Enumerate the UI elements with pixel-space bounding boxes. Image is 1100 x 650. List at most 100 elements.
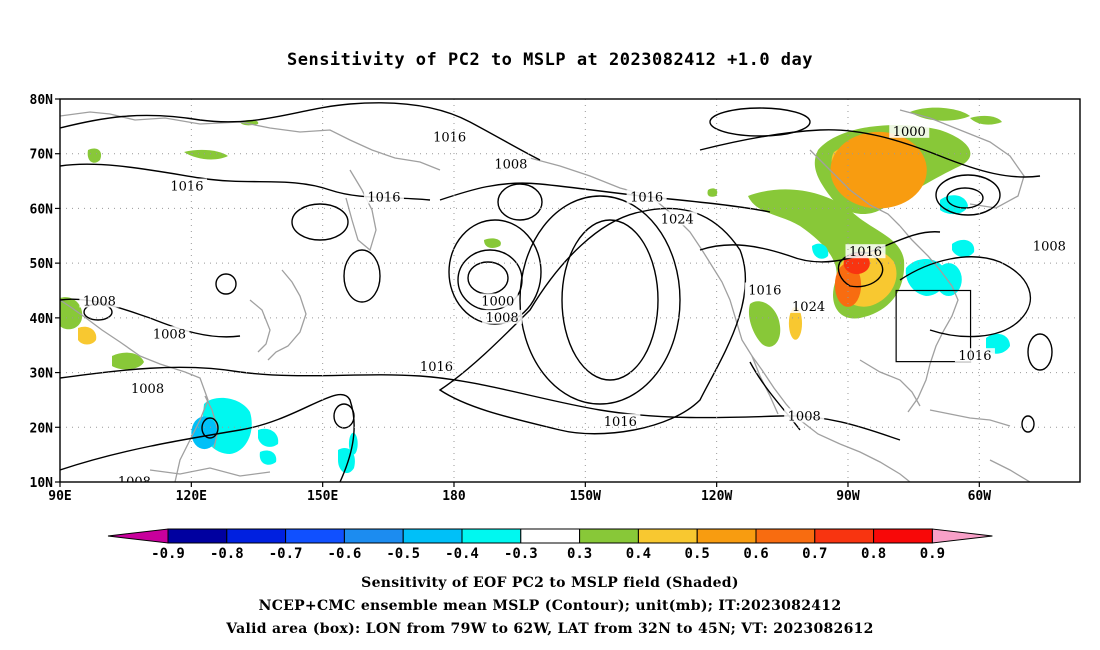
colorbar-swatch (461, 528, 522, 544)
lat-tick-label: 40N (30, 312, 54, 327)
sensitivity-region-7 (788, 306, 803, 340)
colorbar-swatch (696, 528, 757, 544)
mslp-contour-layer (60, 102, 1053, 482)
contour-label: 1016 (626, 189, 667, 205)
sensitivity-shade-24 (812, 243, 829, 259)
sensitivity-shade-11 (910, 107, 970, 121)
mslp-low-labrador-inner (946, 187, 984, 209)
sensitivity-shade-22 (259, 450, 277, 465)
contour-label: 1024 (788, 298, 829, 315)
contour-label-text: 1008 (494, 158, 527, 173)
lat-tick-label: 70N (30, 148, 54, 163)
contour-label: 1008 (482, 309, 523, 326)
longitude-tick-labels: 90E 120E 150E 180 150W 120W 90W 60W (48, 482, 991, 504)
contour-label-text: 1016 (958, 349, 991, 364)
caption-line-1: Sensitivity of EOF PC2 to MSLP field (Sh… (361, 575, 739, 591)
contour-label-text: 1016 (170, 180, 203, 195)
contour-label: 1016 (166, 178, 207, 195)
coastline-caribbean (929, 409, 1011, 427)
colorbar-label: 0.5 (685, 546, 710, 562)
sensitivity-region-4 (935, 263, 962, 296)
sensitivity-shade-21 (258, 428, 279, 447)
mslp-low-west-pacific (333, 403, 355, 429)
mslp-contour-aleutian (439, 182, 771, 213)
mslp-low-japan (215, 273, 237, 295)
colorbar-swatch (637, 528, 698, 544)
contour-label: 1008 (149, 326, 190, 342)
lat-tick-label: 30N (30, 367, 54, 382)
colorbar-label: 0.7 (802, 546, 827, 562)
contour-label-text: 1008 (118, 475, 151, 490)
colorbar-swatch (167, 528, 228, 544)
mslp-high-pacific-inner (561, 219, 659, 381)
lon-tick-label: 90W (836, 489, 860, 504)
mslp-contour-canada (699, 129, 1041, 178)
contour-label: 1008 (490, 156, 531, 173)
contour-label: 1024 (657, 211, 698, 227)
sensitivity-shading-layer (60, 107, 1010, 474)
mslp-contour-mexico (749, 361, 801, 431)
contour-label: 1016 (363, 189, 404, 205)
contour-label: 1000 (889, 123, 930, 140)
mslp-contour-pacific-high-outer (438, 207, 747, 435)
map-title: Sensitivity of PC2 to MSLP at 2023082412… (286, 50, 813, 70)
sensitivity-shade-17 (940, 195, 968, 215)
mslp-contour-north-pacific (60, 102, 541, 161)
contour-label: 1016 (429, 129, 470, 145)
contour-label-text: 1024 (661, 212, 694, 227)
contour-label-text: 1016 (849, 245, 882, 260)
colorbar-swatch (285, 528, 345, 544)
colorbar-label: 0.8 (861, 546, 886, 562)
contour-label: 1016 (845, 244, 886, 260)
mslp-low-okhotsk (291, 203, 349, 241)
coastline-gulf (859, 359, 921, 407)
contour-label-text: 1008 (788, 409, 821, 424)
colorbar-swatch (579, 528, 639, 544)
contour-label: 1016 (744, 282, 785, 299)
colorbar-label: -0.8 (210, 546, 244, 562)
coastline-layer (60, 109, 1031, 482)
coastline-alaska (499, 157, 703, 251)
colorbar-label: 0.9 (920, 546, 945, 562)
graticule-layer (60, 99, 1080, 482)
lat-tick-label: 20N (30, 421, 54, 436)
colorbar-label: -0.4 (445, 546, 479, 562)
contour-label-text: 1016 (433, 130, 466, 145)
coastline-japan (267, 269, 307, 361)
sensitivity-shade-14 (707, 188, 718, 197)
lon-tick-label: 150E (307, 489, 338, 504)
caption-line-2: NCEP+CMC ensemble mean MSLP (Contour); u… (258, 598, 842, 614)
coastline-central-america (839, 443, 911, 482)
map-frame (59, 98, 1081, 483)
contour-label: 1016 (954, 348, 995, 364)
mslp-high-pacific-mid (519, 195, 681, 405)
colorbar-swatch (343, 528, 404, 544)
colorbar-swatch (873, 528, 933, 544)
mslp-low-aleutian-inner (467, 261, 509, 295)
contour-label-text: 1024 (792, 300, 825, 315)
contour-label: 1008 (79, 293, 120, 309)
sensitivity-shade-10 (184, 149, 228, 160)
colorbar-high-triangle (931, 528, 993, 544)
mslp-low-labrador-outer (935, 174, 1001, 216)
contour-label-text: 1016 (420, 360, 453, 375)
sensitivity-shade-9 (87, 148, 102, 163)
colorbar-label: -0.6 (328, 546, 362, 562)
contour-label: 1016 (416, 359, 457, 375)
caption-line-3: Valid area (box): LON from 79W to 62W, L… (226, 621, 874, 637)
colorbar-swatch (402, 528, 463, 544)
lat-tick-label: 50N (30, 257, 54, 272)
coastline-north-america-east (899, 225, 959, 413)
sensitivity-region-1 (830, 131, 927, 209)
coastline-north-asia (60, 111, 441, 171)
lat-tick-label: 80N (30, 93, 54, 108)
colorbar-label: 0.4 (626, 546, 651, 562)
colorbar: -0.9 -0.8 -0.7 -0.6 -0.5 -0.4 -0.3 0.3 0.4 0.5 0.6… (107, 528, 993, 562)
contour-label-text: 1016 (748, 284, 781, 299)
valid-area-box (895, 289, 972, 363)
mslp-low-atlantic-tiny (1021, 415, 1035, 433)
contour-label-text: 1008 (131, 382, 164, 397)
coastline-kamchatka (345, 169, 377, 252)
sensitivity-shade-6 (60, 297, 83, 330)
